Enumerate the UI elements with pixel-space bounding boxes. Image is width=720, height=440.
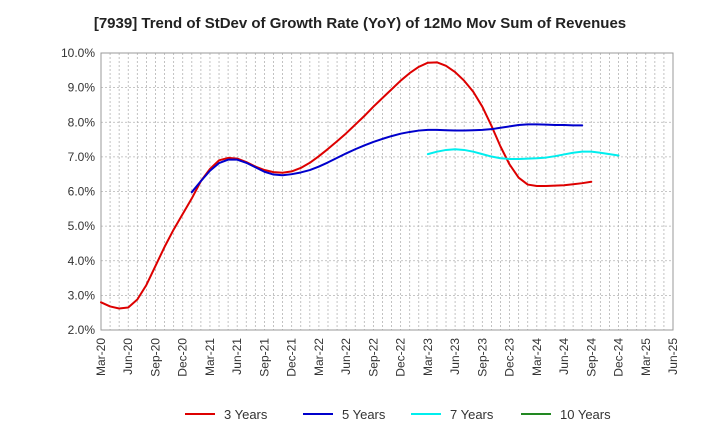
x-tick-label: Jun-21 — [230, 338, 244, 375]
legend-label: 7 Years — [450, 407, 494, 422]
y-tick-label: 7.0% — [68, 150, 96, 164]
x-tick-label: Mar-23 — [421, 338, 435, 376]
grid-lines — [100, 52, 674, 331]
x-tick-label: Mar-21 — [203, 338, 217, 376]
y-tick-label: 10.0% — [61, 46, 95, 60]
x-tick-label: Dec-20 — [176, 338, 190, 377]
x-tick-label: Sep-23 — [475, 338, 489, 377]
y-tick-label: 4.0% — [68, 254, 96, 268]
plot-frame — [100, 52, 674, 331]
series-line-3-years — [100, 61, 593, 310]
x-tick-label: Dec-22 — [394, 338, 408, 377]
x-tick-label: Jun-23 — [448, 338, 462, 375]
x-axis-ticks: Mar-20 Jun-20 Sep-20 Dec-20 Mar-21 Jun-21 Sep-… — [94, 338, 680, 377]
series-layer — [100, 61, 620, 310]
x-tick-label: Jun-24 — [557, 338, 571, 375]
x-tick-label: Sep-24 — [584, 338, 598, 377]
legend-label: 3 Years — [224, 407, 268, 422]
legend: 3 Years 5 Years 7 Years 10 Years — [185, 407, 611, 422]
x-tick-label: Mar-25 — [639, 338, 653, 376]
x-tick-label: Jun-20 — [121, 338, 135, 375]
x-tick-label: Jun-22 — [339, 338, 353, 375]
y-axis-ticks: 10.0% 9.0% 8.0% 7.0% 6.0% 5.0% 4.0% 3.0% 2.0% — [61, 46, 95, 337]
x-tick-label: Sep-20 — [148, 338, 162, 377]
y-tick-label: 5.0% — [68, 219, 96, 233]
y-tick-label: 2.0% — [68, 323, 96, 337]
series-line-5-years — [190, 123, 584, 194]
x-tick-label: Mar-22 — [312, 338, 326, 376]
x-tick-label: Dec-21 — [285, 338, 299, 377]
x-tick-label: Sep-21 — [257, 338, 271, 377]
y-tick-label: 6.0% — [68, 185, 96, 199]
x-tick-label: Dec-23 — [503, 338, 517, 377]
y-tick-label: 3.0% — [68, 288, 96, 302]
legend-label: 5 Years — [342, 407, 386, 422]
y-tick-label: 9.0% — [68, 81, 96, 95]
x-tick-label: Mar-20 — [94, 338, 108, 376]
chart-title: [7939] Trend of StDev of Growth Rate (Yo… — [94, 15, 626, 32]
x-tick-label: Jun-25 — [666, 338, 680, 375]
x-tick-label: Dec-24 — [612, 338, 626, 377]
x-tick-label: Sep-22 — [366, 338, 380, 377]
legend-label: 10 Years — [560, 407, 611, 422]
y-tick-label: 8.0% — [68, 115, 96, 129]
series-line-7-years — [426, 148, 620, 160]
x-tick-label: Mar-24 — [530, 338, 544, 376]
